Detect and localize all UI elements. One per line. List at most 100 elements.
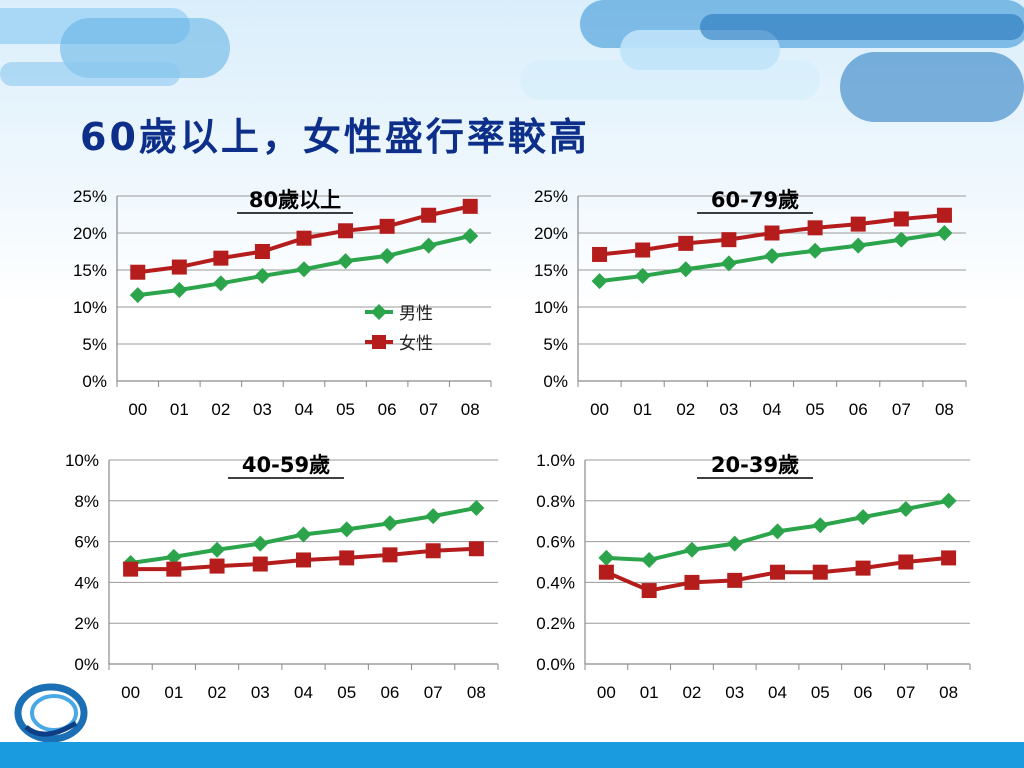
- data-point: [893, 211, 909, 227]
- data-point: [213, 250, 229, 266]
- chart-title: 20-39歲: [711, 453, 799, 477]
- y-tick-label: 2%: [74, 614, 99, 633]
- y-tick-label: 0%: [74, 655, 99, 674]
- data-point: [296, 230, 312, 246]
- data-point: [721, 232, 737, 248]
- x-tick-label: 02: [211, 400, 230, 419]
- data-point: [592, 246, 608, 262]
- data-point: [850, 237, 867, 254]
- legend-marker-male: [371, 304, 387, 320]
- x-tick-label: 03: [725, 683, 744, 702]
- x-tick-label: 08: [935, 400, 954, 419]
- data-point: [591, 273, 608, 290]
- x-tick-label: 00: [597, 683, 616, 702]
- data-point: [338, 521, 355, 538]
- y-tick-label: 0.4%: [536, 573, 575, 592]
- data-point: [683, 541, 700, 558]
- x-tick-label: 08: [939, 683, 958, 702]
- data-point: [727, 572, 743, 588]
- data-point: [252, 535, 269, 552]
- y-tick-label: 0%: [543, 372, 568, 391]
- data-point: [940, 492, 957, 509]
- data-point: [338, 223, 354, 239]
- logo-icon: [14, 683, 88, 743]
- data-point: [468, 541, 484, 557]
- data-point: [855, 560, 871, 576]
- x-tick-label: 00: [590, 400, 609, 419]
- y-tick-label: 5%: [82, 335, 107, 354]
- data-point: [807, 242, 824, 259]
- y-tick-label: 15%: [534, 261, 568, 280]
- data-point: [941, 550, 957, 566]
- data-point: [295, 526, 312, 543]
- data-point: [936, 225, 953, 241]
- data-point: [855, 509, 872, 526]
- data-point: [726, 535, 743, 552]
- data-point: [130, 264, 146, 280]
- x-tick-label: 01: [164, 683, 183, 702]
- data-point: [421, 207, 437, 223]
- legend-label-female: 女性: [399, 334, 433, 354]
- x-tick-label: 07: [419, 400, 438, 419]
- data-point: [720, 255, 737, 272]
- data-point: [898, 554, 914, 570]
- x-tick-label: 06: [854, 683, 873, 702]
- x-tick-label: 00: [128, 400, 147, 419]
- data-point: [635, 242, 651, 258]
- data-point: [420, 237, 437, 254]
- x-tick-label: 05: [337, 683, 356, 702]
- data-point: [425, 508, 442, 525]
- y-tick-label: 25%: [534, 187, 568, 206]
- y-tick-label: 10%: [73, 298, 107, 317]
- data-point: [254, 267, 271, 284]
- data-point: [850, 216, 866, 232]
- x-tick-label: 08: [467, 683, 486, 702]
- data-point: [339, 550, 355, 566]
- x-tick-label: 01: [170, 400, 189, 419]
- data-point: [212, 275, 229, 292]
- y-tick-label: 4%: [74, 573, 99, 592]
- x-tick-label: 02: [676, 400, 695, 419]
- data-point: [677, 261, 694, 278]
- y-tick-label: 25%: [73, 187, 107, 206]
- x-tick-label: 04: [768, 683, 787, 702]
- y-tick-label: 15%: [73, 261, 107, 280]
- data-point: [807, 220, 823, 236]
- x-tick-label: 03: [253, 400, 272, 419]
- x-tick-label: 04: [295, 400, 314, 419]
- x-tick-label: 05: [336, 400, 355, 419]
- data-point: [678, 235, 694, 251]
- header-decoration: [0, 0, 1024, 140]
- x-tick-label: 03: [251, 683, 270, 702]
- x-tick-label: 02: [682, 683, 701, 702]
- data-point: [254, 244, 270, 259]
- y-tick-label: 0.6%: [536, 533, 575, 552]
- data-point: [171, 259, 187, 275]
- legend-label-male: 男性: [399, 304, 433, 324]
- data-point: [252, 556, 268, 572]
- slide-title: 60歲以上，女性盛行率較高: [80, 115, 590, 159]
- chart-title: 80歲以上: [249, 188, 341, 212]
- data-point: [166, 561, 182, 577]
- y-tick-label: 5%: [543, 335, 568, 354]
- data-point: [812, 517, 829, 534]
- data-point: [641, 583, 657, 599]
- y-tick-label: 20%: [73, 224, 107, 243]
- chart-title: 60-79歲: [711, 188, 799, 212]
- data-point: [165, 548, 182, 565]
- y-tick-label: 0.0%: [536, 655, 575, 674]
- x-tick-label: 08: [461, 400, 480, 419]
- x-tick-label: 02: [208, 683, 227, 702]
- data-point: [893, 231, 910, 248]
- data-point: [123, 561, 139, 577]
- x-tick-label: 06: [849, 400, 868, 419]
- data-point: [209, 541, 226, 558]
- y-tick-label: 6%: [74, 533, 99, 552]
- x-tick-label: 06: [378, 400, 397, 419]
- data-point: [296, 261, 312, 278]
- data-point: [764, 225, 780, 241]
- data-point: [379, 218, 395, 234]
- y-tick-label: 10%: [65, 451, 99, 470]
- y-tick-label: 0.8%: [536, 492, 575, 511]
